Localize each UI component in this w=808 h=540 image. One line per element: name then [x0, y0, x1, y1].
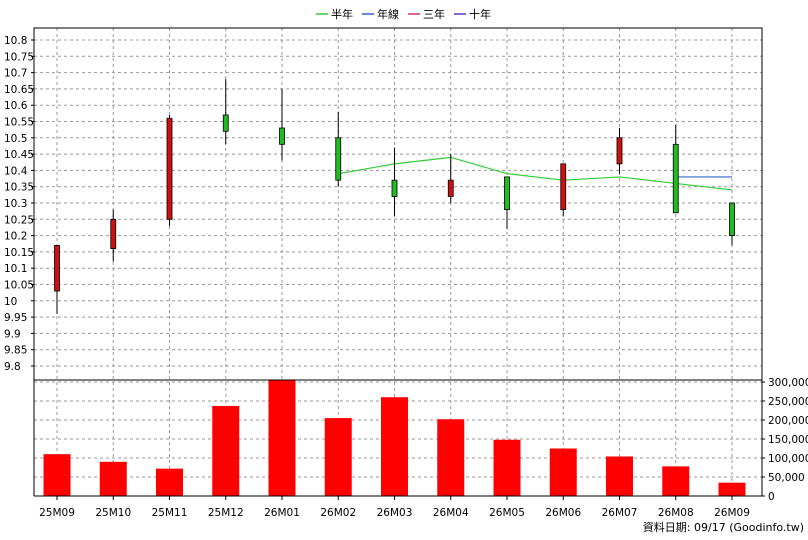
volume-bar-25M11 [156, 468, 183, 496]
legend-item-year: 年線 [362, 7, 399, 21]
x-tick-label: 25M09 [39, 507, 75, 519]
data-date-footer: 資料日期: 09/17 (Goodinfo.tw) [643, 520, 804, 534]
volume-bar-25M10 [99, 461, 127, 496]
price-tick-label: 10.75 [4, 51, 34, 63]
x-tick-label: 26M07 [602, 507, 638, 519]
volume-bar-26M09 [718, 482, 746, 496]
ma-line-halfyear [338, 156, 733, 191]
candle-body [54, 244, 60, 292]
candle-body [391, 179, 398, 197]
price-plot-frame [33, 27, 763, 381]
x-tick-label: 26M06 [545, 507, 581, 519]
candle-25M10 [110, 209, 117, 262]
candle-body [447, 179, 454, 197]
volume-bar-26M04 [437, 419, 465, 496]
x-tick-label: 26M04 [433, 507, 469, 519]
price-tick-label: 10.15 [4, 247, 34, 259]
legend-item-tenyear: 十年 [454, 7, 491, 21]
volume-tick-label: 300,000 [768, 377, 808, 389]
price-tick-label: 9.95 [4, 312, 27, 324]
price-tick-label: 9.9 [4, 328, 21, 340]
x-tick-label: 26M05 [489, 507, 525, 519]
legend-label-tenyear: 十年 [469, 7, 491, 21]
price-tick-label: 10.4 [4, 165, 28, 177]
volume-tick-label: 0 [768, 491, 775, 503]
price-tick-label: 10.45 [4, 149, 34, 161]
price-tick-label: 10.3 [4, 198, 27, 210]
candle-body [729, 202, 735, 236]
candle-25M12 [222, 79, 229, 145]
legend: 半年 年線 三年 十年 [316, 7, 491, 21]
candle-26M07 [616, 128, 623, 174]
candle-26M08 [672, 124, 679, 214]
legend-label-threeyear: 三年 [423, 7, 445, 21]
candle-25M09 [54, 244, 60, 314]
x-tick-label: 25M12 [208, 507, 244, 519]
x-tick-label: 26M09 [714, 507, 750, 519]
legend-item-threeyear: 三年 [408, 7, 445, 21]
x-tick-label: 25M10 [95, 507, 131, 519]
candle-26M05 [504, 176, 510, 230]
price-candles [54, 79, 735, 314]
legend-item-halfyear: 半年 [316, 7, 353, 21]
candle-26M06 [560, 163, 567, 217]
price-tick-label: 10.1 [4, 263, 27, 275]
candle-body [222, 114, 229, 132]
volume-bar-25M12 [212, 405, 240, 496]
volume-bar-26M06 [549, 448, 577, 496]
x-tick-label: 26M03 [377, 507, 413, 519]
candle-body [110, 218, 117, 250]
candle-26M09 [729, 202, 735, 246]
price-tick-label: 9.85 [4, 345, 27, 357]
x-tick-label: 25M11 [152, 507, 188, 519]
price-tick-label: 10.7 [4, 68, 27, 80]
volume-axis: 0 50,000 100,000 150,000 200,000 250,000 300,0… [762, 377, 808, 503]
price-tick-label: 10.05 [4, 280, 34, 292]
candle-26M01 [279, 88, 285, 161]
price-tick-label: 10 [4, 296, 17, 308]
candle-26M04 [447, 154, 454, 203]
volume-bar-26M01 [268, 380, 296, 496]
legend-label-halfyear: 半年 [331, 7, 353, 21]
volume-tick-label: 150,000 [768, 434, 808, 446]
x-tick-label: 26M08 [658, 507, 694, 519]
volume-bar-26M08 [662, 466, 690, 496]
volume-bar-26M07 [606, 456, 633, 496]
volume-tick-label: 250,000 [768, 396, 808, 408]
price-tick-label: 10.6 [4, 100, 28, 112]
x-tick-label: 26M02 [320, 507, 356, 519]
price-tick-label: 10.2 [4, 231, 27, 243]
candle-body [279, 127, 285, 145]
candle-body [335, 137, 342, 181]
volume-tick-label: 50,000 [768, 472, 805, 484]
candle-body [616, 137, 623, 165]
price-axis: 9.8 9.85 9.9 9.95 10 10.05 10.1 10.15 10.2 10.25 1… [4, 35, 34, 373]
price-tick-label: 10.65 [4, 84, 34, 96]
volume-bar-25M09 [43, 454, 71, 496]
candle-25M11 [166, 114, 173, 226]
candle-26M03 [391, 147, 398, 217]
candle-26M02 [335, 111, 342, 187]
price-tick-label: 10.35 [4, 182, 34, 194]
volume-bars [43, 380, 746, 496]
price-tick-label: 10.8 [4, 35, 27, 47]
moving-average-lines [338, 156, 733, 191]
x-tick-label: 26M01 [264, 507, 300, 519]
volume-tick-label: 100,000 [768, 453, 808, 465]
x-axis: 25M09 25M10 25M11 25M12 26M01 26M02 26M03 26M04… [39, 496, 750, 519]
price-tick-label: 9.8 [4, 361, 21, 373]
legend-label-year: 年線 [377, 7, 399, 21]
volume-tick-label: 200,000 [768, 415, 808, 427]
volume-bar-26M03 [381, 397, 408, 496]
price-tick-label: 10.25 [4, 214, 34, 226]
candle-body [166, 117, 173, 220]
volume-bar-26M05 [493, 439, 521, 496]
price-tick-label: 10.5 [4, 133, 27, 145]
volume-bar-26M02 [324, 418, 352, 496]
candle-body [672, 143, 679, 214]
price-tick-label: 10.55 [4, 117, 34, 129]
candle-body [504, 176, 510, 210]
candle-body [560, 163, 567, 210]
